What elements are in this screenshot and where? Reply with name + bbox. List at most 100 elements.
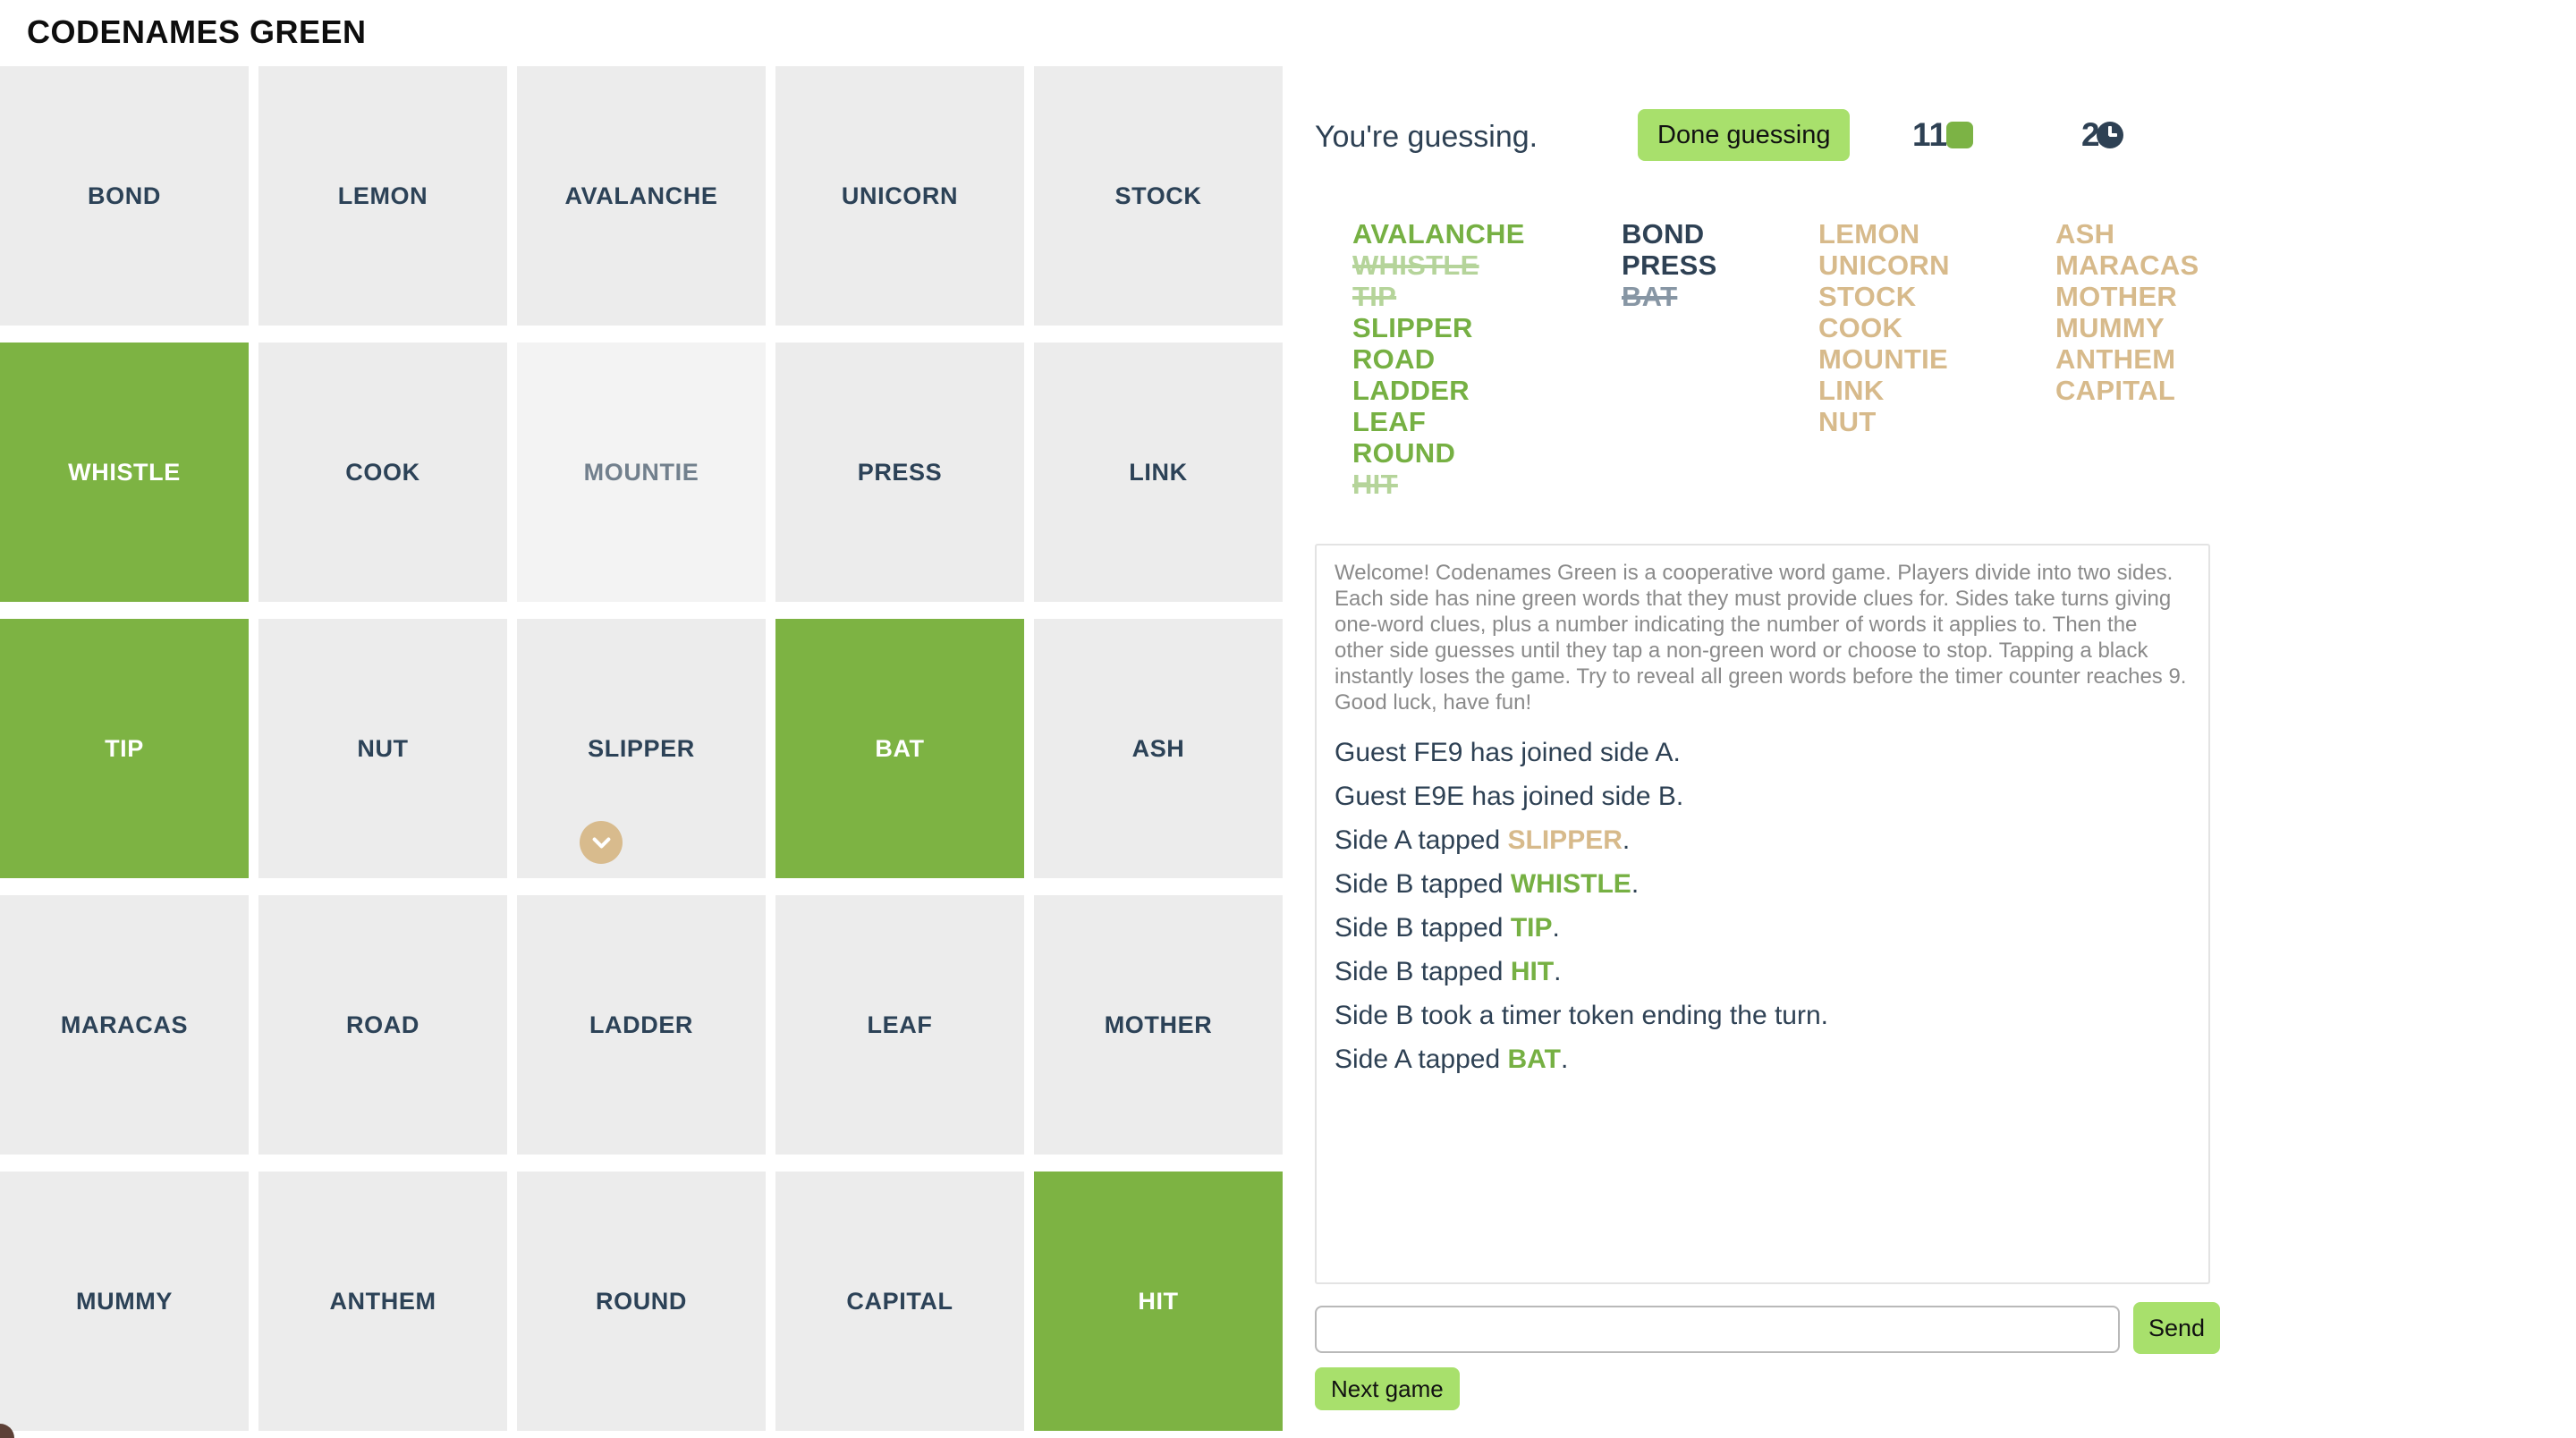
board-card-hit[interactable]: HIT: [1034, 1172, 1283, 1431]
board-card-unicorn[interactable]: UNICORN: [775, 66, 1024, 326]
board-card-tip[interactable]: TIP: [0, 619, 249, 878]
log-event: Side B tapped WHISTLE.: [1335, 869, 1640, 899]
card-word: COOK: [345, 458, 420, 486]
word-list-black: BOND PRESS BAT: [1622, 218, 1717, 312]
board-card-mountie[interactable]: MOUNTIE: [517, 343, 766, 602]
board-card-press[interactable]: PRESS: [775, 343, 1024, 602]
list-word-stock: STOCK: [1818, 281, 1917, 312]
list-word-avalanche: AVALANCHE: [1352, 218, 1525, 250]
done-guessing-button[interactable]: Done guessing: [1638, 109, 1851, 161]
list-word-link: LINK: [1818, 375, 1885, 406]
send-button[interactable]: Send: [2133, 1302, 2221, 1354]
card-word: ANTHEM: [329, 1287, 436, 1315]
log-event: Side B took a timer token ending the tur…: [1335, 1001, 1828, 1030]
card-word: STOCK: [1114, 182, 1202, 209]
card-word: MOTHER: [1104, 1011, 1213, 1038]
list-word-mummy: MUMMY: [2055, 312, 2165, 343]
card-word: MUMMY: [76, 1287, 173, 1315]
log-event: Side B tapped TIP.: [1335, 913, 1560, 943]
board-card-leaf[interactable]: LEAF: [775, 895, 1024, 1155]
word-lists: AVALANCHE WHISTLE TIP SLIPPER ROAD LADDER LEAF…: [1315, 218, 2214, 513]
log-events: Guest FE9 has joined side A. Guest E9E ha…: [1335, 739, 2190, 1073]
chevron-down-icon[interactable]: [580, 821, 623, 864]
status-row: You're guessing. Done guessing 11 2: [1315, 107, 2214, 163]
word-list-green: AVALANCHE WHISTLE TIP SLIPPER ROAD LADDER LEAF…: [1352, 218, 1525, 500]
board-card-bond[interactable]: BOND: [0, 66, 249, 326]
game-log[interactable]: Welcome! Codenames Green is a cooperativ…: [1315, 544, 2210, 1284]
board-card-ladder[interactable]: LADDER: [517, 895, 766, 1155]
card-word: PRESS: [857, 458, 943, 486]
card-word: TIP: [105, 734, 144, 762]
list-word-road: ROAD: [1352, 343, 1436, 375]
list-word-hit: HIT: [1352, 469, 1398, 500]
list-word-tip: TIP: [1352, 281, 1397, 312]
log-event: Side A tapped BAT.: [1335, 1045, 1569, 1074]
list-word-maracas: MARACAS: [2055, 250, 2199, 281]
list-word-leaf: LEAF: [1352, 406, 1427, 437]
card-word: CAPITAL: [846, 1287, 953, 1315]
card-word: AVALANCHE: [564, 182, 718, 209]
list-word-unicorn: UNICORN: [1818, 250, 1950, 281]
list-word-mother: MOTHER: [2055, 281, 2178, 312]
list-word-nut: NUT: [1818, 406, 1877, 437]
board-card-cook[interactable]: COOK: [258, 343, 507, 602]
welcome-message: Welcome! Codenames Green is a cooperativ…: [1335, 561, 2187, 715]
clock-icon: [2097, 122, 2123, 148]
list-word-mountie: MOUNTIE: [1818, 343, 1949, 375]
chat-input[interactable]: [1315, 1306, 2120, 1353]
list-word-slipper: SLIPPER: [1352, 312, 1473, 343]
card-word: BAT: [875, 734, 925, 762]
log-event: Side B tapped HIT.: [1335, 957, 1562, 986]
card-word: SLIPPER: [588, 734, 695, 762]
list-word-ladder: LADDER: [1352, 375, 1470, 406]
log-event: Guest E9E has joined side B.: [1335, 782, 1684, 811]
card-word: LADDER: [589, 1011, 694, 1038]
board-card-mummy[interactable]: MUMMY: [0, 1172, 249, 1431]
card-word: ROUND: [596, 1287, 687, 1315]
list-word-capital: CAPITAL: [2055, 375, 2176, 406]
board-card-anthem[interactable]: ANTHEM: [258, 1172, 507, 1431]
board-card-whistle[interactable]: WHISTLE: [0, 343, 249, 602]
chat-row: Send: [1315, 1302, 2221, 1354]
card-word: WHISTLE: [68, 458, 181, 486]
board-card-ash[interactable]: ASH: [1034, 619, 1283, 878]
board-card-mother[interactable]: MOTHER: [1034, 895, 1283, 1155]
list-word-lemon: LEMON: [1818, 218, 1920, 250]
board-card-road[interactable]: ROAD: [258, 895, 507, 1155]
board-card-capital[interactable]: CAPITAL: [775, 1172, 1024, 1431]
board-card-round[interactable]: ROUND: [517, 1172, 766, 1431]
board-card-stock[interactable]: STOCK: [1034, 66, 1283, 326]
board-card-bat[interactable]: BAT: [775, 619, 1024, 878]
card-word: BOND: [88, 182, 161, 209]
board-card-slipper[interactable]: SLIPPER: [517, 619, 766, 878]
list-word-press: PRESS: [1622, 250, 1717, 281]
app-header: CODENAMES GREEN: [0, 0, 2576, 64]
green-square-icon: [1946, 122, 1973, 148]
card-word: MOUNTIE: [583, 458, 699, 486]
green-words-remaining-count: 11: [1912, 116, 1948, 153]
app-title: CODENAMES GREEN: [27, 13, 367, 50]
board-card-link[interactable]: LINK: [1034, 343, 1283, 602]
list-word-anthem: ANTHEM: [2055, 343, 2176, 375]
list-word-round: ROUND: [1352, 437, 1456, 469]
word-list-neutral-2: ASH MARACAS MOTHER MUMMY ANTHEM CAPITAL: [2055, 218, 2199, 406]
list-word-whistle: WHISTLE: [1352, 250, 1479, 281]
board-card-lemon[interactable]: LEMON: [258, 66, 507, 326]
turn-status-text: You're guessing.: [1315, 120, 1538, 154]
log-event: Side A tapped SLIPPER.: [1335, 825, 1631, 855]
card-word: LEMON: [337, 182, 428, 209]
board-card-avalanche[interactable]: AVALANCHE: [517, 66, 766, 326]
card-word: ASH: [1131, 734, 1185, 762]
board-card-maracas[interactable]: MARACAS: [0, 895, 249, 1155]
list-word-bat: BAT: [1622, 281, 1678, 312]
next-game-button[interactable]: Next game: [1315, 1367, 1460, 1410]
list-word-ash: ASH: [2055, 218, 2115, 250]
word-list-neutral-1: LEMON UNICORN STOCK COOK MOUNTIE LINK NUT: [1818, 218, 1950, 437]
board-card-nut[interactable]: NUT: [258, 619, 507, 878]
card-word: LINK: [1129, 458, 1188, 486]
list-word-bond: BOND: [1622, 218, 1705, 250]
card-word: NUT: [357, 734, 409, 762]
card-word: MARACAS: [60, 1011, 189, 1038]
card-word: ROAD: [346, 1011, 419, 1038]
side-panel: You're guessing. Done guessing 11 2 AVAL…: [1315, 64, 2221, 1438]
